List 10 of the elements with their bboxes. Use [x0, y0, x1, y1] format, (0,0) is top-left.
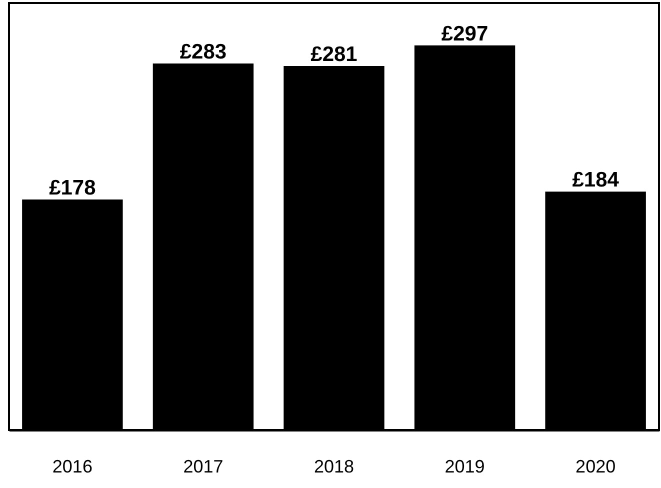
data-label: £178 [49, 176, 96, 200]
x-tick-label: 2016 [52, 456, 92, 476]
x-tick-label: 2018 [314, 456, 354, 476]
data-label: £297 [441, 22, 488, 46]
data-label: £184 [572, 168, 620, 192]
data-label: £281 [310, 43, 358, 66]
x-tick-label: 2019 [444, 456, 485, 476]
x-tick-label: 2017 [183, 456, 224, 476]
x-tick-label: 2020 [576, 456, 616, 476]
data-label: £283 [180, 40, 227, 64]
